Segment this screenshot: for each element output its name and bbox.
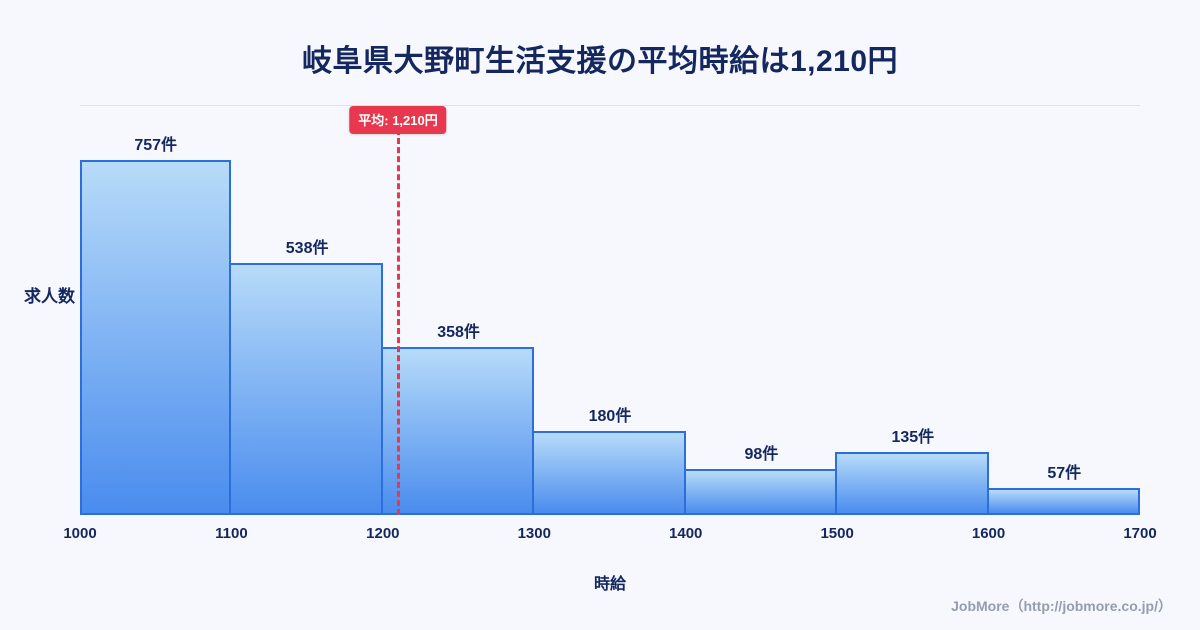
x-tick-label: 1700 <box>1123 525 1157 542</box>
mean-line <box>397 129 400 515</box>
histogram-bar <box>80 160 232 515</box>
x-tick-label: 1100 <box>215 525 248 542</box>
bar-cell: 57件 <box>986 105 1140 515</box>
bar-value-label: 358件 <box>437 324 480 342</box>
bar-cell: 757件 <box>80 105 232 515</box>
x-tick-label: 1400 <box>669 525 703 542</box>
bar-cell: 180件 <box>532 105 686 515</box>
histogram-bar <box>380 347 535 515</box>
chart-title: 岐阜県大野町生活支援の平均時給は1,210円 <box>301 45 899 78</box>
top-gridline <box>80 105 1140 106</box>
x-tick-label: 1000 <box>63 525 97 542</box>
bars-container: 757件 538件 358件 180件 98件 135件 57件 <box>80 105 1140 515</box>
bar-cell: 98件 <box>683 105 838 515</box>
x-axis-title: 時給 <box>593 576 626 593</box>
x-tick-label: 1600 <box>971 525 1006 542</box>
histogram-bar <box>835 451 989 515</box>
x-tick-label: 1500 <box>820 525 854 542</box>
bar-value-label: 180件 <box>588 407 632 425</box>
bar-value-label: 757件 <box>134 137 178 155</box>
watermark: JobMore（http://jobmore.co.jp/） <box>951 598 1172 614</box>
histogram-bar <box>532 430 686 515</box>
y-axis-label: 求人数 <box>24 287 75 306</box>
x-axis-ticks: 1000 1100 1200 1300 1400 1500 1600 1700 <box>63 515 1156 545</box>
bar-value-label: 57件 <box>1047 465 1082 483</box>
bar-value-label: 98件 <box>744 446 779 464</box>
bar-cell: 538件 <box>229 105 383 515</box>
mean-badge: 平均: 1,210円 <box>349 106 447 134</box>
bar-value-label: 538件 <box>285 239 329 257</box>
bar-cell: 135件 <box>835 105 989 515</box>
plot-area: 757件 538件 358件 180件 98件 135件 57件 平均: 1,210円 10… <box>63 105 1157 542</box>
x-tick-label: 1300 <box>517 525 551 542</box>
x-tick-label: 1200 <box>366 525 400 542</box>
bar-cell: 358件 <box>380 105 535 515</box>
histogram-bar <box>229 262 383 515</box>
histogram-bar <box>986 488 1140 515</box>
bar-value-label: 135件 <box>891 428 935 446</box>
histogram-bar <box>683 469 838 515</box>
